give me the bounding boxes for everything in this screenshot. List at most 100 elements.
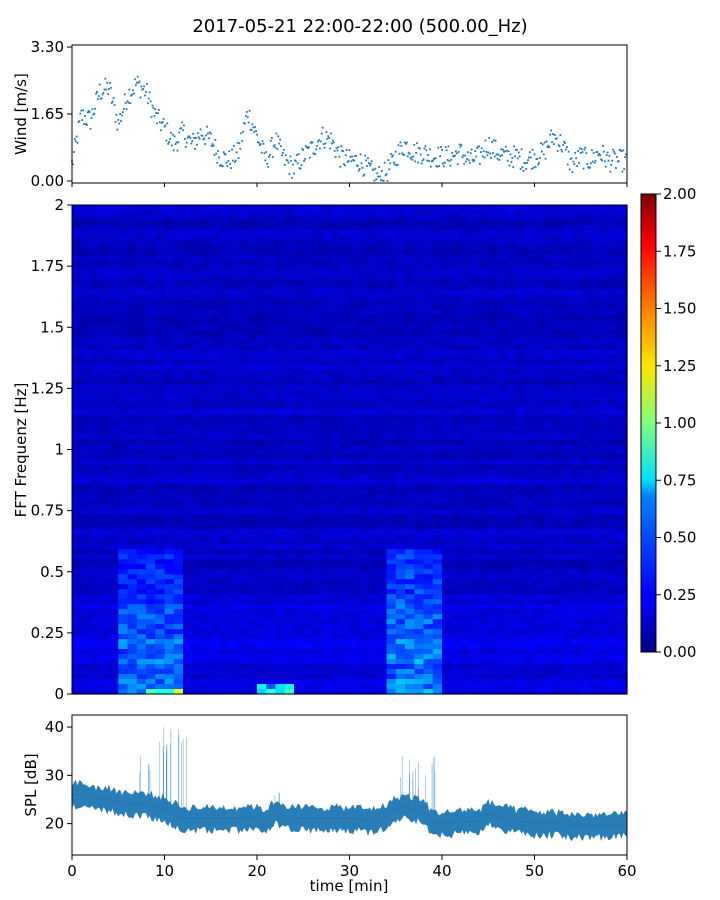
heatmap-cell	[479, 399, 489, 406]
heatmap-cell	[599, 214, 610, 221]
heatmap-cell	[118, 314, 129, 321]
heatmap-cell	[358, 284, 369, 291]
heatmap-cell	[127, 359, 138, 366]
heatmap-cell	[432, 259, 443, 266]
heatmap-cell	[192, 529, 203, 535]
heatmap-cell	[238, 274, 249, 281]
wind-point	[199, 128, 202, 131]
heatmap-cell	[220, 299, 230, 306]
heatmap-cell	[192, 409, 203, 416]
heatmap-cell	[405, 444, 415, 451]
heatmap-cell	[303, 319, 314, 326]
heatmap-cell	[146, 244, 156, 251]
heatmap-cell	[580, 329, 591, 336]
heatmap-cell	[266, 214, 277, 221]
heatmap-cell	[81, 284, 92, 291]
heatmap-cell	[414, 409, 425, 416]
heatmap-cell	[146, 329, 156, 336]
heatmap-cell	[173, 205, 184, 211]
heatmap-cell	[229, 329, 240, 336]
heatmap-cell	[590, 294, 600, 301]
heatmap-cell	[423, 404, 434, 411]
heatmap-cell	[506, 299, 517, 306]
heatmap-cell	[72, 459, 82, 466]
heatmap-cell	[118, 549, 129, 555]
heatmap-cell	[460, 264, 471, 271]
heatmap-cell	[155, 274, 166, 281]
heatmap-cell	[294, 444, 304, 451]
wind-point	[138, 80, 141, 83]
heatmap-cell	[183, 379, 193, 386]
heatmap-cell	[442, 205, 452, 211]
heatmap-cell	[275, 344, 286, 351]
heatmap-cell	[331, 429, 341, 436]
wind-point	[240, 132, 243, 135]
heatmap-cell	[155, 404, 166, 411]
heatmap-cell	[506, 559, 517, 565]
heatmap-cell	[201, 254, 212, 261]
heatmap-cell	[192, 454, 203, 461]
heatmap-cell	[525, 274, 536, 281]
heatmap-cell	[312, 424, 323, 431]
heatmap-cell	[497, 509, 508, 515]
heatmap-cell	[312, 404, 323, 411]
heatmap-cell	[368, 329, 378, 336]
heatmap-cell	[173, 454, 184, 461]
wind-point	[267, 165, 269, 168]
heatmap-cell	[266, 484, 277, 491]
heatmap-cell	[562, 289, 573, 296]
heatmap-cell	[368, 205, 378, 211]
heatmap-cell	[405, 234, 415, 241]
heatmap-cell	[479, 324, 489, 331]
heatmap-cell	[294, 394, 304, 401]
heatmap-cell	[303, 374, 314, 381]
heatmap-cell	[118, 514, 129, 520]
heatmap-cell	[432, 279, 443, 286]
heatmap-cell	[220, 559, 230, 565]
heatmap-cell	[284, 299, 295, 306]
heatmap-cell	[368, 539, 378, 545]
heatmap-cell	[312, 444, 323, 451]
heatmap-cell	[266, 314, 277, 321]
heatmap-cell	[405, 219, 415, 226]
heatmap-cell	[599, 484, 610, 491]
wind-point	[378, 166, 380, 168]
heatmap-cell	[488, 449, 499, 456]
heatmap-cell	[516, 205, 526, 211]
heatmap-cell	[81, 564, 92, 570]
heatmap-cell	[192, 444, 203, 451]
heatmap-cell	[423, 214, 434, 221]
heatmap-cell	[405, 464, 415, 471]
heatmap-cell	[516, 524, 526, 530]
heatmap-cell	[497, 544, 508, 550]
heatmap-cell	[525, 494, 536, 500]
heatmap-cell	[534, 489, 545, 496]
spectrogram-heatmap	[72, 205, 628, 695]
heatmap-cell	[525, 474, 536, 481]
heatmap-cell	[571, 504, 582, 510]
heatmap-cell	[516, 234, 526, 241]
heatmap-cell	[469, 454, 480, 461]
heatmap-cell	[405, 469, 415, 476]
heatmap-cell	[534, 205, 545, 211]
heatmap-cell	[210, 479, 221, 486]
heatmap-cell	[580, 334, 591, 341]
heatmap-cell	[340, 424, 351, 431]
heatmap-cell	[516, 319, 526, 326]
heatmap-cell	[72, 259, 82, 266]
heatmap-cell	[571, 534, 582, 540]
heatmap-cell	[562, 334, 573, 341]
wind-point	[273, 144, 276, 147]
heatmap-cell	[590, 329, 600, 336]
heatmap-cell	[432, 269, 443, 276]
heatmap-cell	[608, 289, 619, 296]
heatmap-cell	[580, 324, 591, 331]
heatmap-cell	[331, 334, 341, 341]
heatmap-cell	[386, 474, 397, 481]
heatmap-cell	[497, 449, 508, 456]
heatmap-cell	[127, 414, 138, 421]
heatmap-cell	[331, 529, 341, 535]
heatmap-cell	[488, 234, 499, 241]
heatmap-cell	[303, 409, 314, 416]
wind-point	[463, 162, 466, 165]
